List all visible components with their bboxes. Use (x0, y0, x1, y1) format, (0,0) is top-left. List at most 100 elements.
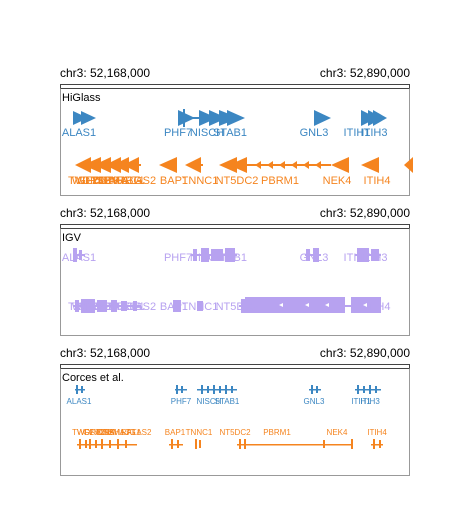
gene-body (169, 444, 183, 446)
gene-arrow (361, 157, 379, 173)
gene-label: NT5DC2 (216, 175, 259, 187)
gene-exon (323, 440, 325, 448)
gene-label: RFT1 (117, 175, 145, 187)
gene-label: PBRM1 (261, 175, 299, 187)
gene-exon (95, 440, 97, 448)
gene-label: TLR9 (92, 175, 119, 187)
gene-label: DNAH1 (92, 175, 129, 187)
gene-exon (76, 385, 78, 394)
gene-label: WDR82 (72, 175, 111, 187)
gene-label: ALAS1 (62, 252, 96, 264)
gene-exon (363, 386, 365, 393)
higlass-panel: chr3: 52,168,000 chr3: 52,890,000 HiGlas… (60, 66, 413, 198)
gene-label: RFT1 (117, 301, 145, 313)
gene-arrow (331, 157, 349, 173)
igv-strand-chevrons (279, 303, 367, 307)
gene-exon (231, 386, 233, 393)
gene-body (345, 305, 353, 307)
plus-strand-genes (75, 385, 381, 394)
gene-body (77, 444, 137, 446)
gene-label: BAP1 (160, 301, 188, 313)
gene-arrow (373, 110, 387, 126)
gene-arrow (73, 111, 88, 125)
gene-exon (117, 439, 119, 449)
gene-exon (351, 439, 353, 449)
gene-body (371, 444, 383, 446)
gene-exon (79, 439, 81, 449)
plus-gene-labels: ALAS1 PHF7 NISCH STAB1 GNL3 ITIH1 ITIH3 (62, 252, 388, 264)
gene-label: ITIH4 (364, 175, 391, 187)
gene-label: WDR82 (72, 301, 111, 313)
gene-label: TWF2 (68, 175, 98, 187)
gene-label: PHF7 (164, 127, 192, 139)
region-end-label: chr3: 52,890,000 (319, 206, 410, 220)
gene-body (75, 389, 85, 391)
gene-label: PBRM1 (263, 428, 291, 437)
axis-bracket (60, 84, 410, 89)
track-frame: HiGlass ALAS1 (60, 88, 413, 196)
track-title: IGV (62, 232, 81, 244)
minus-gene-labels: TWF2 WDR82 GLYCTK TLR9 DNAH1 SEMA3G ALAS… (72, 428, 387, 437)
gene-exon (176, 385, 178, 394)
gene-label: NEK4 (327, 428, 348, 437)
gene-exon (181, 386, 183, 393)
region-start-label: chr3: 52,168,000 (60, 66, 151, 80)
plus-strand-genes (73, 248, 381, 262)
gene-label: RFT1 (121, 428, 142, 437)
gene-label: GLYCTK (77, 175, 121, 187)
gene-exon (199, 440, 201, 448)
gene-exon (177, 440, 179, 448)
gene-body (73, 305, 141, 307)
gene-label: ITIH4 (367, 428, 387, 437)
gene-label: NEK4 (323, 175, 352, 187)
gene-body (91, 164, 141, 166)
gene-arrow (229, 157, 247, 173)
gene-arrow (227, 110, 245, 126)
gene-label: STAB1 (213, 127, 247, 139)
gene-label: NISCH (190, 127, 224, 139)
gene-label: NISCH (197, 397, 222, 406)
track-title: Corces et al. (62, 372, 124, 384)
gene-label: ITIH1 (344, 252, 371, 264)
gene-label: ITIH3 (361, 127, 388, 139)
gene-label: ITIH3 (361, 252, 388, 264)
gene-arrow (219, 157, 237, 173)
gene-label: TWF2 (68, 301, 98, 313)
gene-label: GNL3 (300, 252, 329, 264)
track-title: HiGlass (62, 92, 101, 104)
minus-strand-genes (77, 439, 383, 449)
gene-label: ALAS2 (127, 428, 152, 437)
gene-body (309, 389, 321, 391)
gene-label: NT5DC2 (219, 428, 251, 437)
gene-label: GLYCTK (77, 301, 121, 313)
region-start-label: chr3: 52,168,000 (60, 206, 151, 220)
gene-body (191, 254, 237, 256)
corces-panel: chr3: 52,168,000 chr3: 52,890,000 Corces… (60, 346, 410, 478)
gene-label: BAP1 (165, 428, 186, 437)
gene-exon (171, 439, 173, 449)
gene-label: ITIH1 (351, 397, 371, 406)
region-end-label: chr3: 52,890,000 (319, 66, 410, 80)
gene-label: ITIH3 (360, 397, 380, 406)
gene-label: PHF7 (171, 397, 192, 406)
minus-gene-labels: TWF2 WDR82 GLYCTK TLR9 DNAH1 SEMA3G ALAS… (68, 175, 390, 187)
gene-exon (219, 386, 221, 393)
gene-exon (207, 386, 209, 393)
gene-label: PHF7 (164, 252, 192, 264)
gene-label: ITIH4 (364, 301, 391, 313)
gene-label: SEMA3G (96, 301, 142, 313)
gene-body (239, 305, 249, 307)
gene-exon (81, 386, 83, 393)
gene-label: STAB1 (213, 252, 247, 264)
gene-exon (357, 385, 359, 394)
gene-arrow (159, 157, 177, 173)
gene-exon (375, 386, 377, 393)
gene-body (355, 389, 381, 391)
gene-exon (125, 440, 127, 448)
gene-exon (213, 385, 215, 394)
minus-gene-labels: TWF2 WDR82 GLYCTK TLR9 DNAH1 SEMA3G ALAS… (68, 301, 390, 313)
gene-label: SEMA3G (96, 175, 142, 187)
gene-label: TWF2 (72, 428, 94, 437)
gene-label: GNL3 (304, 397, 325, 406)
gene-body (355, 254, 381, 256)
